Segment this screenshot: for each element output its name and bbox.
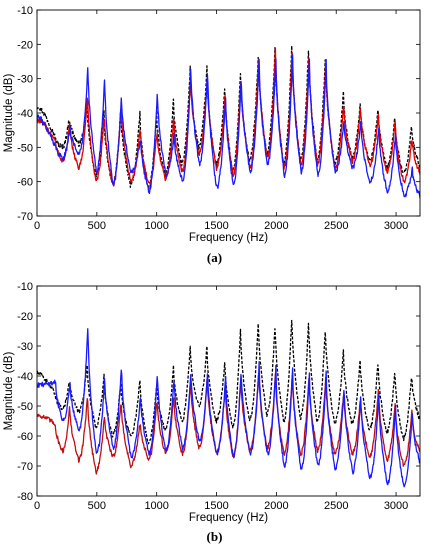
y-tick-label: -30 xyxy=(17,74,33,86)
y-tick-label: -70 xyxy=(17,461,33,473)
series-blue xyxy=(37,328,420,488)
y-tick-label: -20 xyxy=(17,311,33,323)
chart-b: 0 500 1000 1500 2000 2500 3000 -80 -70 -60 -50 -40 -… xyxy=(3,281,421,524)
y-tick-label: -40 xyxy=(17,108,33,120)
y-tick-label: -50 xyxy=(17,142,33,154)
plot-frame xyxy=(36,9,421,217)
x-tick-label: 2500 xyxy=(324,500,348,512)
x-tick-label: 2500 xyxy=(324,220,348,232)
x-tick-label: 3000 xyxy=(384,220,408,232)
series-red xyxy=(37,47,420,187)
y-tick-label: -40 xyxy=(17,371,33,383)
y-axis-label: Magnitude (dB) xyxy=(3,74,15,153)
y-tick-label: -80 xyxy=(17,491,33,503)
x-tick-label: 2000 xyxy=(264,220,288,232)
x-tick-label: 1500 xyxy=(204,220,228,232)
x-tick-label: 1000 xyxy=(144,500,168,512)
x-tick-label: 0 xyxy=(34,500,40,512)
x-tick-label: 1500 xyxy=(204,500,228,512)
x-tick-label: 500 xyxy=(88,220,106,232)
y-tick-label: -10 xyxy=(17,5,33,17)
series-blue xyxy=(37,54,420,199)
chart-a: 0 500 1000 1500 2000 2500 3000 -70 -60 -50 -40 -30 -… xyxy=(3,5,421,244)
y-tick-label: -60 xyxy=(17,431,33,443)
series-black-dashed xyxy=(37,45,420,189)
x-axis-label: Frequency (Hz) xyxy=(189,232,268,244)
y-tick-label: -10 xyxy=(17,281,33,293)
y-tick-label: -70 xyxy=(17,211,33,223)
x-tick-label: 3000 xyxy=(384,500,408,512)
series-red xyxy=(37,372,420,475)
plot-frame xyxy=(36,285,421,497)
panel-label-a: (a) xyxy=(207,250,222,265)
series-black-dashed xyxy=(37,319,420,445)
x-tick-label: 1000 xyxy=(144,220,168,232)
x-axis-label: Frequency (Hz) xyxy=(189,512,268,524)
x-tick-label: 0 xyxy=(34,220,40,232)
x-tick-label: 500 xyxy=(88,500,106,512)
y-tick-label: -30 xyxy=(17,341,33,353)
x-tick-label: 2000 xyxy=(264,500,288,512)
y-tick-label: -60 xyxy=(17,177,33,189)
y-axis-label: Magnitude (dB) xyxy=(3,352,15,431)
y-tick-label: -50 xyxy=(17,401,33,413)
panel-label-b: (b) xyxy=(207,529,223,544)
y-tick-label: -20 xyxy=(17,39,33,51)
